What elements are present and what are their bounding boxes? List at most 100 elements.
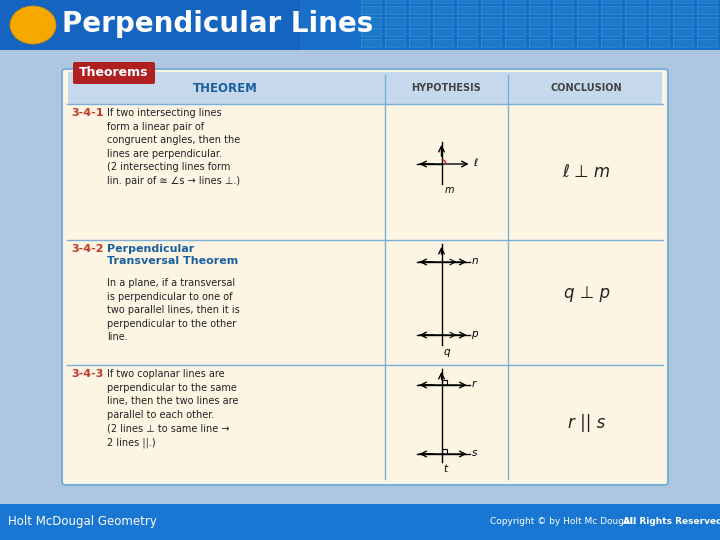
Bar xyxy=(0,50,720,504)
Text: s: s xyxy=(472,448,477,458)
Bar xyxy=(457,6,477,14)
Text: Holt McDougal Geometry: Holt McDougal Geometry xyxy=(8,516,157,529)
Bar xyxy=(625,39,645,47)
Bar xyxy=(649,39,669,47)
Text: Copyright © by Holt Mc Dougal.: Copyright © by Holt Mc Dougal. xyxy=(490,517,635,526)
Bar xyxy=(457,17,477,25)
Bar xyxy=(673,28,693,36)
Text: r: r xyxy=(472,379,476,389)
Bar xyxy=(673,39,693,47)
Bar xyxy=(385,0,405,3)
Bar xyxy=(577,17,597,25)
Text: 3-4-3: 3-4-3 xyxy=(71,369,104,379)
Bar xyxy=(649,28,669,36)
Bar xyxy=(625,0,645,3)
Bar xyxy=(385,0,405,3)
FancyBboxPatch shape xyxy=(73,62,155,84)
Bar xyxy=(577,28,597,36)
Bar xyxy=(361,39,381,47)
Bar xyxy=(505,0,525,3)
Text: Perpendicular
Transversal Theorem: Perpendicular Transversal Theorem xyxy=(107,244,238,266)
Text: q: q xyxy=(444,347,450,357)
Bar xyxy=(361,0,381,3)
Bar xyxy=(553,28,573,36)
Bar xyxy=(673,0,693,3)
Bar xyxy=(481,39,501,47)
Bar xyxy=(505,28,525,36)
Bar xyxy=(409,0,429,3)
Bar xyxy=(457,28,477,36)
Bar xyxy=(481,28,501,36)
Bar xyxy=(505,0,525,3)
Bar xyxy=(649,28,669,36)
Bar xyxy=(577,28,597,36)
Bar xyxy=(553,6,573,14)
Bar xyxy=(697,0,717,3)
Bar xyxy=(0,504,720,540)
Bar xyxy=(601,39,621,47)
Text: Perpendicular Lines: Perpendicular Lines xyxy=(62,10,373,38)
Bar xyxy=(649,6,669,14)
Bar xyxy=(433,28,453,36)
Text: If two intersecting lines
form a linear pair of
congruent angles, then the
lines: If two intersecting lines form a linear … xyxy=(107,108,240,186)
Text: CONCLUSION: CONCLUSION xyxy=(551,83,622,93)
Bar xyxy=(697,28,717,36)
Text: HYPOTHESIS: HYPOTHESIS xyxy=(412,83,482,93)
Bar xyxy=(433,6,453,14)
Bar xyxy=(457,0,477,3)
Bar xyxy=(361,0,381,3)
Bar xyxy=(385,28,405,36)
Bar xyxy=(441,449,446,454)
Text: 3-4-1: 3-4-1 xyxy=(71,108,104,118)
Bar xyxy=(441,380,446,385)
Ellipse shape xyxy=(10,6,56,44)
Bar xyxy=(553,0,573,3)
Bar xyxy=(385,17,405,25)
Bar xyxy=(529,17,549,25)
Bar xyxy=(673,17,693,25)
Bar xyxy=(649,17,669,25)
Bar xyxy=(697,0,717,3)
Bar xyxy=(457,6,477,14)
Bar xyxy=(649,0,669,3)
Bar xyxy=(553,17,573,25)
Bar xyxy=(601,0,621,3)
Bar xyxy=(361,28,381,36)
Bar xyxy=(577,6,597,14)
Bar xyxy=(577,17,597,25)
Bar xyxy=(673,28,693,36)
Bar xyxy=(0,0,720,50)
Bar xyxy=(433,39,453,47)
Bar xyxy=(529,6,549,14)
Bar xyxy=(625,17,645,25)
Bar xyxy=(529,39,549,47)
Text: r || s: r || s xyxy=(568,415,605,433)
Bar xyxy=(385,17,405,25)
Bar xyxy=(625,6,645,14)
Bar xyxy=(481,28,501,36)
Text: ℓ ⊥ m: ℓ ⊥ m xyxy=(562,163,611,181)
Bar xyxy=(649,0,669,3)
Bar xyxy=(577,0,597,3)
Bar xyxy=(649,17,669,25)
Bar xyxy=(697,17,717,25)
Bar xyxy=(505,6,525,14)
Bar xyxy=(433,17,453,25)
Bar xyxy=(433,28,453,36)
Bar xyxy=(481,39,501,47)
Bar xyxy=(385,39,405,47)
Bar xyxy=(385,6,405,14)
Bar xyxy=(481,17,501,25)
Text: q ⊥ p: q ⊥ p xyxy=(564,284,610,301)
Bar xyxy=(385,28,405,36)
Bar xyxy=(481,6,501,14)
Bar xyxy=(625,6,645,14)
Bar xyxy=(433,0,453,3)
Bar xyxy=(505,39,525,47)
Bar xyxy=(625,39,645,47)
Bar xyxy=(553,0,573,3)
Bar xyxy=(601,17,621,25)
Bar xyxy=(577,6,597,14)
Bar xyxy=(649,39,669,47)
Bar xyxy=(433,17,453,25)
